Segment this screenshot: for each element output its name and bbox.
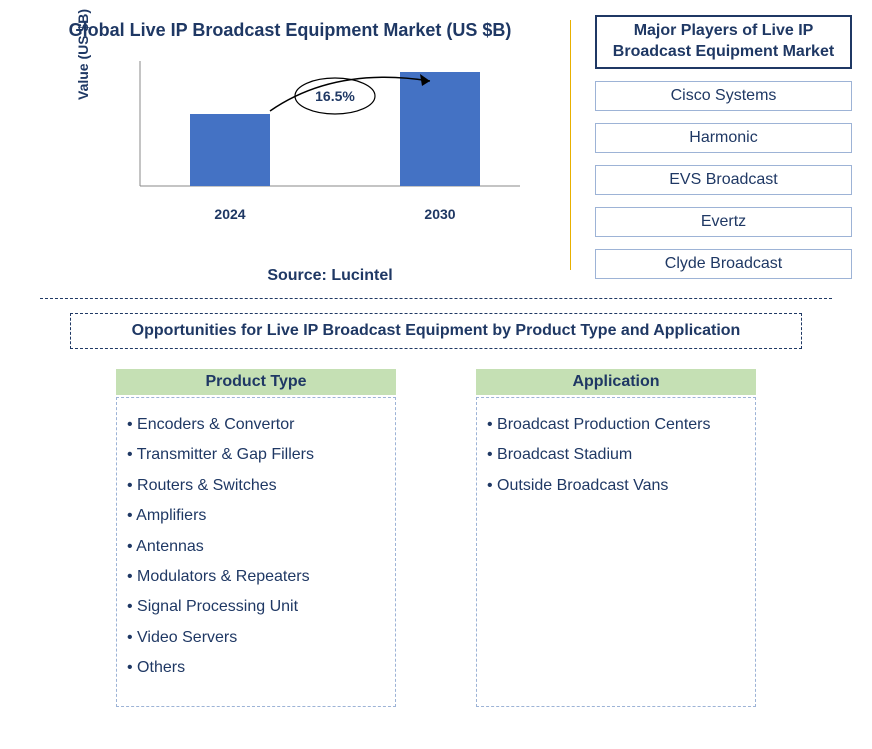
player-item: Clyde Broadcast	[595, 249, 852, 279]
list-item: Broadcast Stadium	[487, 440, 745, 470]
list-item: Outside Broadcast Vans	[487, 471, 745, 501]
list-item: Routers & Switches	[127, 471, 385, 501]
list-item: Broadcast Production Centers	[487, 410, 745, 440]
bar-chart: 16.5%	[130, 61, 550, 201]
list-item: Modulators & Repeaters	[127, 562, 385, 592]
growth-label: 16.5%	[315, 88, 355, 104]
bar-2024	[190, 114, 270, 186]
xlabel-2030: 2030	[400, 206, 480, 222]
bar-chart-svg: 16.5%	[130, 61, 550, 201]
player-item: Harmonic	[595, 123, 852, 153]
opportunities-title: Opportunities for Live IP Broadcast Equi…	[70, 313, 802, 349]
chart-area: Global Live IP Broadcast Equipment Marke…	[10, 10, 570, 290]
chart-ylabel: Value (US $B)	[75, 9, 91, 100]
players-title: Major Players of Live IP Broadcast Equip…	[595, 15, 852, 69]
columns-row: Product Type Encoders & ConvertorTransmi…	[10, 369, 862, 707]
list-item: Others	[127, 653, 385, 683]
chart-title: Global Live IP Broadcast Equipment Marke…	[30, 20, 550, 41]
list-item: Amplifiers	[127, 501, 385, 531]
column-product-type: Product Type Encoders & ConvertorTransmi…	[116, 369, 396, 707]
player-item: Cisco Systems	[595, 81, 852, 111]
player-item: Evertz	[595, 207, 852, 237]
list-item: Transmitter & Gap Fillers	[127, 440, 385, 470]
list-item: Antennas	[127, 532, 385, 562]
list-item: Signal Processing Unit	[127, 592, 385, 622]
column-application: Application Broadcast Production Centers…	[476, 369, 756, 707]
player-item: EVS Broadcast	[595, 165, 852, 195]
product-type-list: Encoders & ConvertorTransmitter & Gap Fi…	[116, 397, 396, 707]
players-panel: Major Players of Live IP Broadcast Equip…	[580, 10, 862, 290]
column-header-application: Application	[476, 369, 756, 397]
list-item: Video Servers	[127, 623, 385, 653]
horizontal-divider	[40, 298, 832, 299]
list-item: Encoders & Convertor	[127, 410, 385, 440]
source-label: Source: Lucintel	[110, 267, 550, 285]
xlabel-2024: 2024	[190, 206, 270, 222]
x-axis-labels: 2024 2030	[130, 206, 550, 222]
vertical-divider	[570, 20, 571, 270]
bar-2030	[400, 72, 480, 186]
column-header-product-type: Product Type	[116, 369, 396, 397]
application-list: Broadcast Production CentersBroadcast St…	[476, 397, 756, 707]
top-section: Global Live IP Broadcast Equipment Marke…	[10, 10, 862, 290]
